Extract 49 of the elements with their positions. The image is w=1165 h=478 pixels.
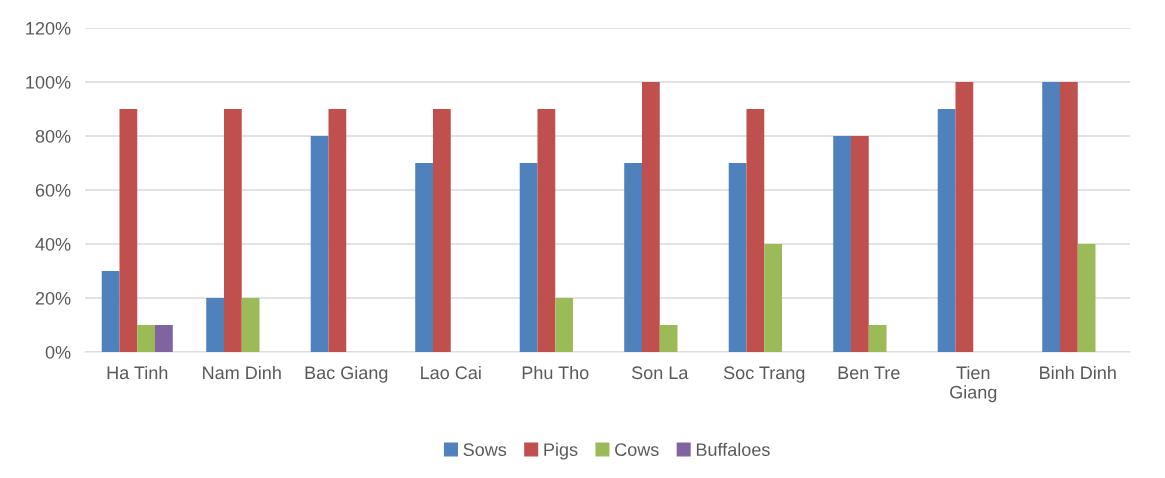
bar	[1077, 244, 1096, 352]
y-tick-label: 80%	[35, 129, 71, 143]
legend-label: Sows	[463, 443, 507, 457]
x-tick-label: Son La	[631, 366, 689, 380]
legend-label: Pigs	[544, 442, 578, 460]
bar	[415, 163, 433, 352]
x-tick-label: Soc Trang	[723, 366, 805, 383]
bar	[850, 136, 869, 352]
bar	[432, 109, 451, 352]
bar	[241, 298, 260, 352]
x-tick-label: Binh Dinh	[1040, 365, 1116, 379]
bar	[206, 298, 224, 352]
y-tick-label: 0%	[45, 345, 71, 359]
bar	[328, 109, 347, 352]
bar	[137, 325, 156, 352]
y-tick-label: 40%	[35, 237, 71, 251]
bar	[223, 109, 242, 352]
x-tick-label: Ben Tre	[838, 366, 900, 380]
bar	[833, 136, 851, 352]
bar	[868, 325, 887, 352]
bar	[955, 82, 974, 352]
bar	[1059, 82, 1078, 352]
x-tick-label: Tien Giang	[950, 365, 997, 403]
bar	[641, 82, 660, 352]
x-tick-label: Nam Dinh	[203, 365, 281, 380]
y-tick-label: 60%	[35, 183, 71, 197]
bar	[624, 163, 642, 352]
bar	[937, 109, 956, 352]
legend-label: Cows	[615, 443, 659, 457]
y-tick-label: 100%	[26, 75, 71, 89]
y-tick-label: 20%	[35, 291, 71, 305]
bar	[519, 163, 538, 352]
x-tick-label: Ha Tinh	[107, 365, 168, 380]
bar	[746, 109, 765, 352]
bar	[728, 163, 747, 352]
bar	[764, 244, 783, 352]
bar	[1042, 82, 1060, 352]
bar	[310, 136, 329, 352]
legend-label: Buffaloes	[696, 442, 770, 457]
bar	[155, 325, 173, 352]
bar	[119, 109, 138, 352]
y-tick-label: 120%	[26, 21, 71, 35]
x-tick-label: Lao Cai	[421, 365, 481, 380]
bar	[555, 298, 574, 352]
bar	[537, 109, 556, 352]
x-tick-label: Phu Tho	[522, 365, 589, 380]
x-tick-label: Bac Giang	[305, 365, 388, 383]
bar	[101, 271, 120, 352]
bar	[659, 325, 678, 352]
